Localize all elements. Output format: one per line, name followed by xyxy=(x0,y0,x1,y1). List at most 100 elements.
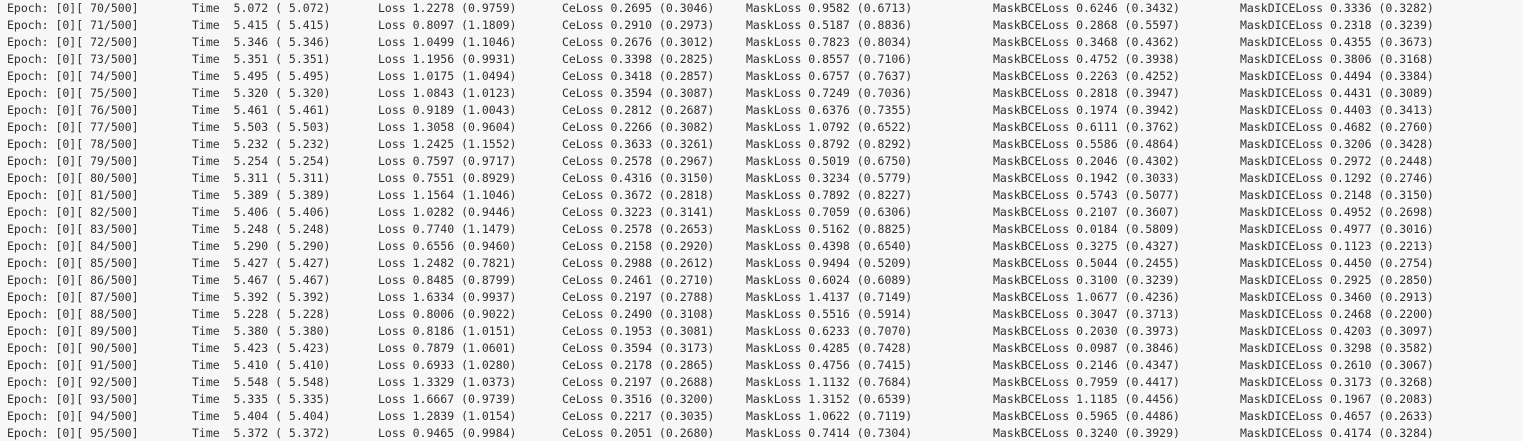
time-field: Time 5.228 ( 5.228) xyxy=(192,307,331,321)
mask-loss-field: MaskLoss 0.5187 (0.8836) xyxy=(746,18,913,32)
ce-loss-field: CeLoss 0.2178 (0.2865) xyxy=(562,358,715,372)
mask-dice-loss-field: MaskDICELoss 0.3460 (0.2913) xyxy=(1240,290,1434,304)
mask-dice-loss-field: MaskDICELoss 0.2610 (0.3067) xyxy=(1240,358,1434,372)
mask-loss-field: MaskLoss 0.5019 (0.6750) xyxy=(746,154,913,168)
ce-loss-field: CeLoss 0.2578 (0.2653) xyxy=(562,222,715,236)
epoch-field: Epoch: [0][ 87/500] xyxy=(7,290,139,304)
loss-field: Loss 0.7597 (0.9717) xyxy=(378,154,517,168)
loss-field: Loss 1.1564 (1.1046) xyxy=(378,188,517,202)
mask-bce-loss-field: MaskBCELoss 0.3100 (0.3239) xyxy=(993,273,1180,287)
log-line: Epoch: [0][ 94/500] Time 5.404 ( 5.404) Lo… xyxy=(0,408,1523,425)
time-field: Time 5.254 ( 5.254) xyxy=(192,154,331,168)
epoch-field: Epoch: [0][ 78/500] xyxy=(7,137,139,151)
log-line: Epoch: [0][ 92/500] Time 5.548 ( 5.548) Lo… xyxy=(0,374,1523,391)
epoch-field: Epoch: [0][ 75/500] xyxy=(7,86,139,100)
mask-bce-loss-field: MaskBCELoss 0.3240 (0.3929) xyxy=(993,426,1180,440)
mask-bce-loss-field: MaskBCELoss 0.5965 (0.4486) xyxy=(993,409,1180,423)
mask-bce-loss-field: MaskBCELoss 0.3047 (0.3713) xyxy=(993,307,1180,321)
loss-field: Loss 1.2278 (0.9759) xyxy=(378,1,517,15)
epoch-field: Epoch: [0][ 89/500] xyxy=(7,324,139,338)
mask-bce-loss-field: MaskBCELoss 0.2030 (0.3973) xyxy=(993,324,1180,338)
epoch-field: Epoch: [0][ 93/500] xyxy=(7,392,139,406)
epoch-field: Epoch: [0][ 79/500] xyxy=(7,154,139,168)
mask-bce-loss-field: MaskBCELoss 0.3275 (0.4327) xyxy=(993,239,1180,253)
mask-dice-loss-field: MaskDICELoss 0.4952 (0.2698) xyxy=(1240,205,1434,219)
ce-loss-field: CeLoss 0.3672 (0.2818) xyxy=(562,188,715,202)
time-field: Time 5.410 ( 5.410) xyxy=(192,358,331,372)
mask-loss-field: MaskLoss 1.0622 (0.7119) xyxy=(746,409,913,423)
loss-field: Loss 0.8097 (1.1809) xyxy=(378,18,517,32)
mask-dice-loss-field: MaskDICELoss 0.2925 (0.2850) xyxy=(1240,273,1434,287)
ce-loss-field: CeLoss 0.2461 (0.2710) xyxy=(562,273,715,287)
loss-field: Loss 0.6556 (0.9460) xyxy=(378,239,517,253)
mask-bce-loss-field: MaskBCELoss 0.6111 (0.3762) xyxy=(993,120,1180,134)
mask-bce-loss-field: MaskBCELoss 0.5044 (0.2455) xyxy=(993,256,1180,270)
mask-loss-field: MaskLoss 0.8557 (0.7106) xyxy=(746,52,913,66)
mask-dice-loss-field: MaskDICELoss 0.3298 (0.3582) xyxy=(1240,341,1434,355)
mask-loss-field: MaskLoss 0.5162 (0.8825) xyxy=(746,222,913,236)
mask-dice-loss-field: MaskDICELoss 0.4657 (0.2633) xyxy=(1240,409,1434,423)
time-field: Time 5.415 ( 5.415) xyxy=(192,18,331,32)
epoch-field: Epoch: [0][ 77/500] xyxy=(7,120,139,134)
loss-field: Loss 1.1956 (0.9931) xyxy=(378,52,517,66)
time-field: Time 5.406 ( 5.406) xyxy=(192,205,331,219)
log-line: Epoch: [0][ 76/500] Time 5.461 ( 5.461) Lo… xyxy=(0,102,1523,119)
ce-loss-field: CeLoss 0.2051 (0.2680) xyxy=(562,426,715,440)
epoch-field: Epoch: [0][ 84/500] xyxy=(7,239,139,253)
ce-loss-field: CeLoss 0.3223 (0.3141) xyxy=(562,205,715,219)
ce-loss-field: CeLoss 0.3594 (0.3087) xyxy=(562,86,715,100)
time-field: Time 5.290 ( 5.290) xyxy=(192,239,331,253)
mask-dice-loss-field: MaskDICELoss 0.4494 (0.3384) xyxy=(1240,69,1434,83)
mask-dice-loss-field: MaskDICELoss 0.1123 (0.2213) xyxy=(1240,239,1434,253)
mask-loss-field: MaskLoss 0.6757 (0.7637) xyxy=(746,69,913,83)
epoch-field: Epoch: [0][ 72/500] xyxy=(7,35,139,49)
mask-dice-loss-field: MaskDICELoss 0.3806 (0.3168) xyxy=(1240,52,1434,66)
mask-dice-loss-field: MaskDICELoss 0.3206 (0.3428) xyxy=(1240,137,1434,151)
epoch-field: Epoch: [0][ 80/500] xyxy=(7,171,139,185)
mask-dice-loss-field: MaskDICELoss 0.4431 (0.3089) xyxy=(1240,86,1434,100)
mask-dice-loss-field: MaskDICELoss 0.2468 (0.2200) xyxy=(1240,307,1434,321)
loss-field: Loss 0.6933 (1.0280) xyxy=(378,358,517,372)
mask-loss-field: MaskLoss 0.7823 (0.8034) xyxy=(746,35,913,49)
log-line: Epoch: [0][ 85/500] Time 5.427 ( 5.427) Lo… xyxy=(0,255,1523,272)
epoch-field: Epoch: [0][ 95/500] xyxy=(7,426,139,440)
ce-loss-field: CeLoss 0.2197 (0.2688) xyxy=(562,375,715,389)
time-field: Time 5.389 ( 5.389) xyxy=(192,188,331,202)
mask-bce-loss-field: MaskBCELoss 0.5743 (0.5077) xyxy=(993,188,1180,202)
mask-dice-loss-field: MaskDICELoss 0.1292 (0.2746) xyxy=(1240,171,1434,185)
mask-dice-loss-field: MaskDICELoss 0.2972 (0.2448) xyxy=(1240,154,1434,168)
ce-loss-field: CeLoss 0.3418 (0.2857) xyxy=(562,69,715,83)
mask-bce-loss-field: MaskBCELoss 0.2146 (0.4347) xyxy=(993,358,1180,372)
loss-field: Loss 0.7740 (1.1479) xyxy=(378,222,517,236)
epoch-field: Epoch: [0][ 82/500] xyxy=(7,205,139,219)
time-field: Time 5.423 ( 5.423) xyxy=(192,341,331,355)
loss-field: Loss 0.8006 (0.9022) xyxy=(378,307,517,321)
mask-bce-loss-field: MaskBCELoss 0.2818 (0.3947) xyxy=(993,86,1180,100)
time-field: Time 5.467 ( 5.467) xyxy=(192,273,331,287)
mask-loss-field: MaskLoss 0.7249 (0.7036) xyxy=(746,86,913,100)
loss-field: Loss 0.8485 (0.8799) xyxy=(378,273,517,287)
time-field: Time 5.548 ( 5.548) xyxy=(192,375,331,389)
time-field: Time 5.503 ( 5.503) xyxy=(192,120,331,134)
epoch-field: Epoch: [0][ 81/500] xyxy=(7,188,139,202)
epoch-field: Epoch: [0][ 83/500] xyxy=(7,222,139,236)
mask-bce-loss-field: MaskBCELoss 0.7959 (0.4417) xyxy=(993,375,1180,389)
mask-loss-field: MaskLoss 0.3234 (0.5779) xyxy=(746,171,913,185)
log-line: Epoch: [0][ 71/500] Time 5.415 ( 5.415) Lo… xyxy=(0,17,1523,34)
log-line: Epoch: [0][ 80/500] Time 5.311 ( 5.311) Lo… xyxy=(0,170,1523,187)
log-line: Epoch: [0][ 83/500] Time 5.248 ( 5.248) Lo… xyxy=(0,221,1523,238)
ce-loss-field: CeLoss 0.2158 (0.2920) xyxy=(562,239,715,253)
time-field: Time 5.232 ( 5.232) xyxy=(192,137,331,151)
epoch-field: Epoch: [0][ 76/500] xyxy=(7,103,139,117)
mask-bce-loss-field: MaskBCELoss 0.6246 (0.3432) xyxy=(993,1,1180,15)
loss-field: Loss 0.8186 (1.0151) xyxy=(378,324,517,338)
loss-field: Loss 1.6334 (0.9937) xyxy=(378,290,517,304)
mask-bce-loss-field: MaskBCELoss 0.2107 (0.3607) xyxy=(993,205,1180,219)
log-line: Epoch: [0][ 84/500] Time 5.290 ( 5.290) Lo… xyxy=(0,238,1523,255)
loss-field: Loss 1.0282 (0.9446) xyxy=(378,205,517,219)
loss-field: Loss 0.9189 (1.0043) xyxy=(378,103,517,117)
log-line: Epoch: [0][ 77/500] Time 5.503 ( 5.503) Lo… xyxy=(0,119,1523,136)
mask-loss-field: MaskLoss 1.1132 (0.7684) xyxy=(746,375,913,389)
log-line: Epoch: [0][ 93/500] Time 5.335 ( 5.335) Lo… xyxy=(0,391,1523,408)
